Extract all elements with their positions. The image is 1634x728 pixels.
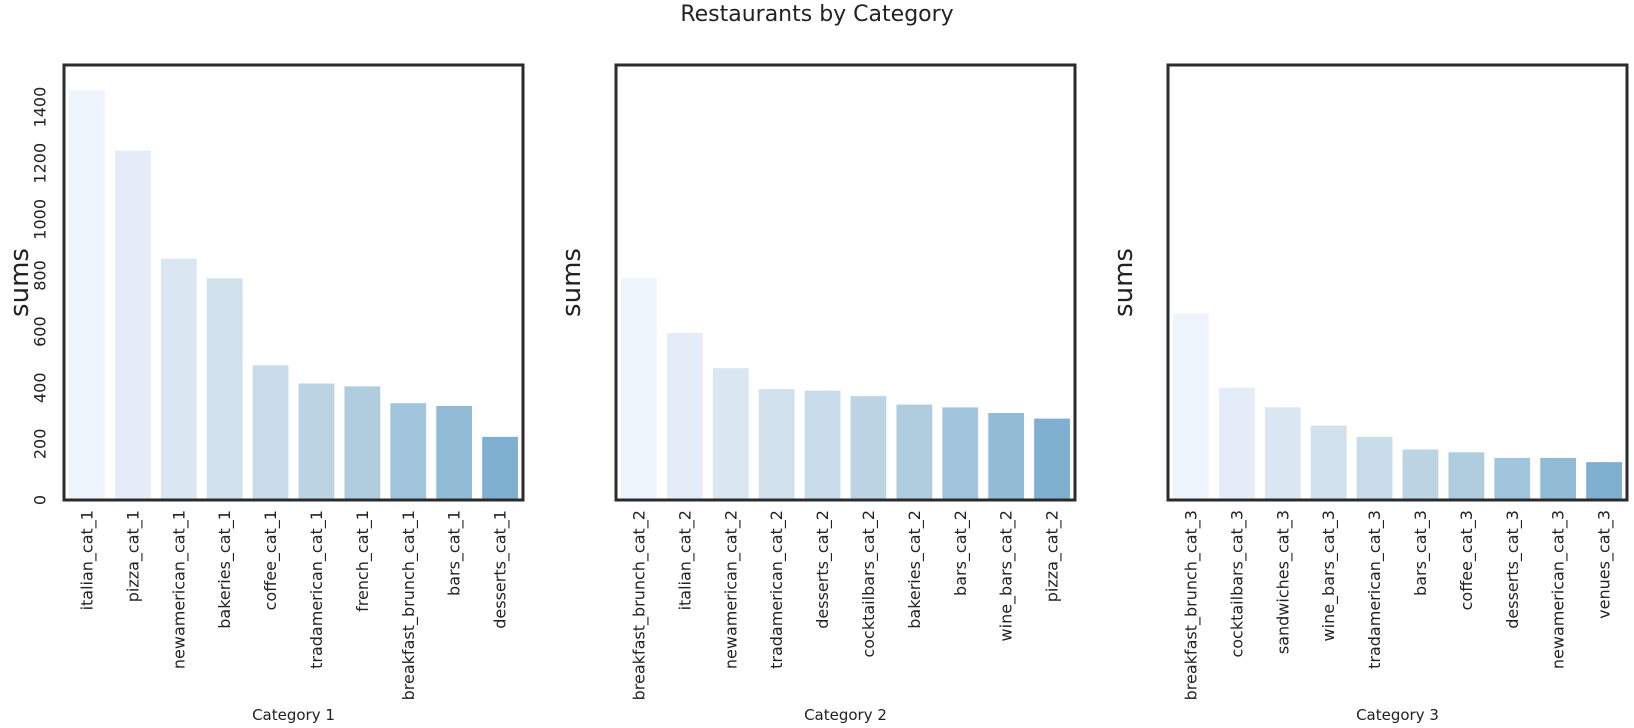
y-axis-label: sums	[557, 248, 587, 317]
x-tick-label: bakeries_cat_2	[905, 510, 925, 629]
plot-frame	[62, 63, 525, 502]
x-tick-label: tradamerican_cat_2	[767, 510, 787, 669]
bar	[482, 436, 518, 500]
x-tick-label: tradamerican_cat_3	[1365, 510, 1385, 669]
x-tick-label: italian_cat_1	[77, 510, 97, 610]
bar	[206, 278, 243, 500]
x-tick-label: cocktailbars_cat_3	[1227, 510, 1247, 658]
y-tick-label: 0	[31, 495, 50, 505]
chart-panel-3: breakfast_brunch_cat_3 cocktailbars_cat_3…	[1109, 63, 1629, 724]
bar	[1034, 418, 1070, 500]
bar	[1402, 449, 1439, 500]
bar	[804, 390, 841, 500]
x-tick-label: bars_cat_1	[445, 510, 465, 596]
x-tick-label: newamerican_cat_1	[169, 510, 189, 669]
bar	[621, 278, 657, 500]
bar	[988, 413, 1025, 500]
x-tick-label: bars_cat_2	[951, 510, 971, 596]
x-axis-label: Category 2	[804, 706, 887, 724]
x-tick-label: desserts_cat_3	[1503, 510, 1523, 629]
x-tick-label: wine_bars_cat_3	[1319, 510, 1339, 641]
x-axis-label: Category 1	[252, 706, 335, 724]
bar	[1218, 387, 1255, 500]
y-tick-label: 400	[31, 372, 50, 403]
bar	[1540, 457, 1577, 500]
x-tick-label: bakeries_cat_1	[215, 510, 235, 629]
x-tick-label: sandwiches_cat_3	[1273, 510, 1293, 654]
bar	[666, 333, 703, 500]
bar	[1448, 452, 1485, 500]
x-tick-label: newamerican_cat_3	[1549, 510, 1569, 669]
bar	[1494, 457, 1531, 500]
x-tick-label: tradamerican_cat_1	[307, 510, 327, 669]
x-tick-label: breakfast_brunch_cat_1	[399, 510, 419, 700]
x-tick-label: bars_cat_3	[1411, 510, 1431, 596]
x-tick-label: venues_cat_3	[1595, 510, 1615, 619]
bar	[298, 383, 335, 500]
plot-frame	[1166, 63, 1629, 502]
bar	[896, 404, 933, 500]
bar	[850, 396, 887, 500]
x-tick-label: desserts_cat_2	[813, 510, 833, 629]
bar	[1310, 425, 1347, 500]
bar	[1264, 407, 1301, 500]
x-tick-label: pizza_cat_2	[1043, 510, 1063, 602]
y-axis-label: sums	[1109, 248, 1139, 317]
chart-title: Restaurants by Category	[680, 2, 954, 27]
y-tick-label: 1400	[31, 87, 50, 128]
bar	[758, 389, 795, 500]
y-tick-label: 200	[31, 429, 50, 460]
x-tick-label: breakfast_brunch_cat_2	[629, 510, 649, 700]
bar	[252, 365, 289, 500]
bar	[942, 407, 979, 500]
bar	[712, 368, 749, 500]
x-tick-label: wine_bars_cat_2	[997, 510, 1017, 641]
y-tick-label: 1200	[31, 143, 50, 184]
x-tick-label: desserts_cat_1	[491, 510, 511, 629]
bar	[1173, 313, 1209, 500]
x-tick-label: french_cat_1	[353, 510, 373, 612]
bar	[114, 150, 151, 500]
bar	[69, 90, 105, 500]
y-tick-label: 800	[31, 260, 50, 291]
x-tick-label: pizza_cat_1	[123, 510, 143, 602]
plot-frame	[614, 63, 1077, 502]
chart-panel-1: italian_cat_1 pizza_cat_1 newamerican_cat_…	[5, 63, 525, 724]
y-axis-label: sums	[5, 248, 35, 317]
x-axis-label: Category 3	[1356, 706, 1439, 724]
y-tick-label: 600	[31, 316, 50, 347]
x-tick-label: italian_cat_2	[675, 510, 695, 610]
bar	[344, 386, 381, 500]
bar	[436, 405, 473, 500]
bar	[390, 403, 427, 500]
x-tick-label: cocktailbars_cat_2	[859, 510, 879, 658]
x-tick-label: breakfast_brunch_cat_3	[1181, 510, 1201, 700]
bar	[160, 258, 197, 500]
x-tick-label: newamerican_cat_2	[721, 510, 741, 669]
bar	[1586, 462, 1622, 500]
x-tick-label: coffee_cat_3	[1457, 510, 1477, 610]
x-tick-label: coffee_cat_1	[261, 510, 281, 610]
bar	[1356, 436, 1393, 500]
chart-panel-2: breakfast_brunch_cat_2 italian_cat_2 newam…	[557, 63, 1077, 724]
y-tick-label: 1000	[31, 199, 50, 240]
